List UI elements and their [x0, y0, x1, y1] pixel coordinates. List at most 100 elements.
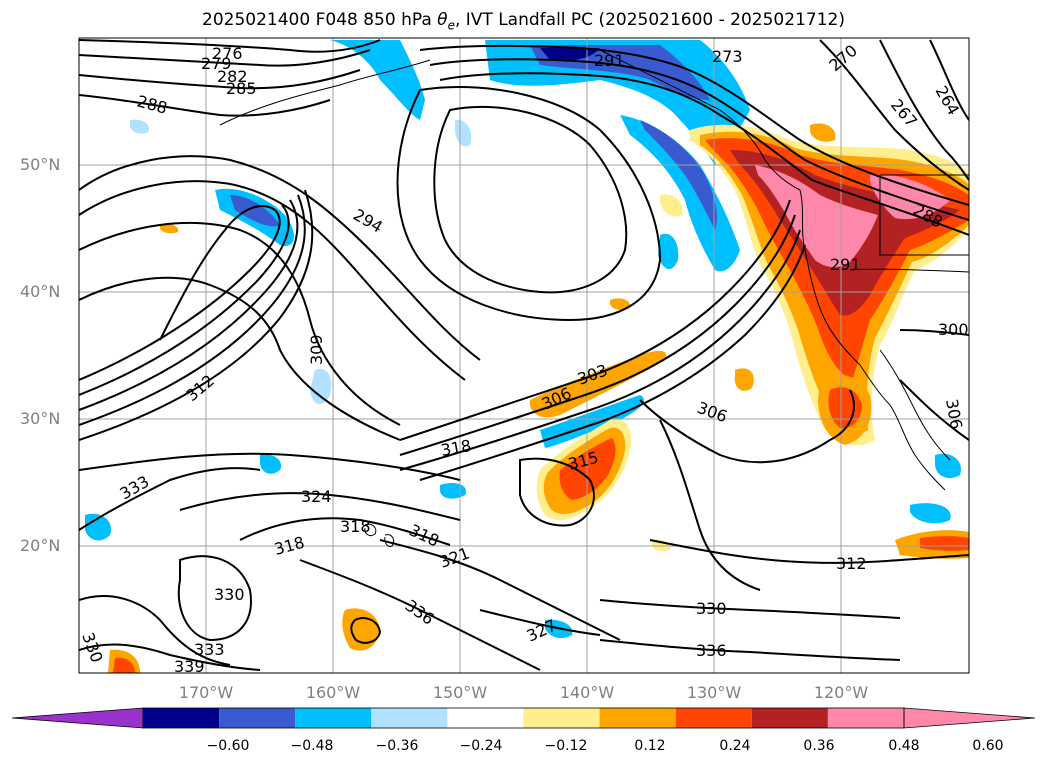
colorbar-under [11, 707, 144, 729]
contour-label-339: 339 [174, 657, 205, 676]
contour-label-309: 309 [307, 334, 326, 365]
contour-264 [929, 39, 969, 121]
lon-label-150w: 150°W [432, 683, 488, 702]
pos-shading-landfall-pink [755, 165, 878, 268]
colorbar-tick-2: −0.36 [375, 738, 419, 754]
neg-shading-north [330, 40, 425, 120]
contour-306 [639, 389, 855, 464]
neg-shading-small-8 [130, 119, 149, 134]
aleutian-coast [219, 59, 431, 126]
contour-label-276: 276 [212, 44, 243, 63]
contour-hawaii [350, 617, 382, 644]
contour-327 [479, 609, 601, 636]
contour-north-3 [79, 69, 361, 90]
title-prefix: 2025021400 F048 850 hPa [202, 10, 438, 30]
neg-shading-small-1 [658, 233, 679, 270]
contour-267 [879, 39, 969, 181]
colorbar-tick-4: −0.12 [544, 738, 588, 754]
contour-label-285: 285 [226, 79, 257, 98]
contour-label-336-east: 336 [696, 641, 727, 660]
alaska-coast [599, 49, 801, 191]
colorbar-frame [142, 707, 905, 729]
contour-324 [179, 492, 461, 521]
lon-label-160w: 160°W [305, 683, 361, 702]
contour-321 [379, 539, 621, 641]
lat-label-50n: 50°N [20, 155, 61, 174]
neg-shading-nw-coast [620, 115, 740, 272]
neg-shading-small-2 [310, 368, 332, 405]
contour-288 [79, 94, 331, 117]
contour-294-inner [433, 105, 628, 294]
contour-label-282: 282 [217, 67, 248, 86]
neg-shading-gulf-core [540, 48, 600, 61]
colorbar-over [903, 707, 1036, 729]
theta-symbol: θ [437, 10, 448, 30]
colorbar-tick-6: 0.24 [719, 738, 751, 754]
colorbar-tick-0: −0.60 [206, 738, 250, 754]
contour-label-324: 324 [301, 487, 332, 506]
pos-shading-jet [529, 350, 667, 418]
contour-label-273: 273 [712, 47, 743, 66]
contour-336 [299, 559, 541, 671]
pos-shading-east-band-red [920, 536, 969, 551]
contour-south-1 [79, 595, 231, 666]
contour-label-330: 330 [214, 585, 245, 604]
contour-312-east [649, 539, 969, 564]
contour-306-east [899, 379, 969, 441]
contour-label-291: 291 [594, 51, 625, 70]
contour-label-333-south: 333 [194, 640, 225, 659]
theta-e-contours [79, 39, 969, 671]
contour-river-1 [399, 199, 791, 441]
contour-300 [899, 329, 969, 336]
coastlines [219, 49, 969, 547]
colorbar-bin-6 [599, 708, 676, 728]
us-border [849, 268, 969, 273]
contour-312 [79, 276, 401, 441]
region-box [879, 174, 969, 256]
colorbar-tick-8: 0.48 [888, 738, 920, 754]
contour-336-east [599, 639, 901, 661]
contour-318-south [239, 517, 451, 546]
pacific-nw-coast [799, 189, 861, 366]
contour-label-291-coast: 291 [830, 255, 861, 274]
colorbar [11, 707, 1036, 729]
chart-title: 2025021400 F048 850 hPa θe, IVT Landfall… [0, 10, 1047, 32]
contour-north-2 [79, 49, 371, 67]
contour-315 [519, 457, 595, 527]
contour-label-312-east: 312 [836, 554, 867, 573]
neg-shading-small-5 [440, 483, 466, 499]
contour-294-loop [396, 85, 662, 322]
contour-gulf-2 [429, 58, 969, 221]
lon-label-130w: 130°W [686, 683, 742, 702]
title-suffix: , IVT Landfall PC (2025021600 - 20250217… [454, 10, 845, 30]
neg-shading-small-6 [935, 453, 961, 479]
neg-shading-small-7 [910, 503, 951, 524]
lon-label-140w: 140°W [559, 683, 615, 702]
contour-label-330-east: 330 [696, 599, 727, 618]
colorbar-bin-0 [143, 708, 220, 728]
lon-label-170w: 170°W [178, 683, 234, 702]
contour-river-3 [399, 229, 801, 471]
pos-shading-sw-red [113, 657, 135, 673]
contour-318 [79, 452, 461, 481]
lat-label-40n: 40°N [20, 282, 61, 301]
colorbar-tick-7: 0.36 [803, 738, 835, 754]
contour-gulf-1 [419, 44, 969, 206]
neg-shading-nw-coast-dark [640, 120, 717, 230]
neg-shading-west-dark [230, 195, 280, 227]
colorbar-tick-3: −0.24 [459, 738, 503, 754]
contour-river-4 [419, 244, 806, 481]
contour-jet-5 [79, 189, 314, 441]
plot-frame [78, 37, 970, 674]
colorbar-bin-7 [675, 708, 752, 728]
contour-333 [79, 467, 261, 531]
neg-shading-jet [540, 395, 644, 448]
theta-subscript: e [447, 18, 455, 33]
contour-gulf-3 [439, 72, 969, 236]
colorbar-bin-5 [523, 708, 600, 728]
lon-label-120w: 120°W [813, 683, 869, 702]
contour-jet-2 [79, 204, 290, 396]
contour-270 [819, 39, 969, 191]
pos-shading-small-a [160, 223, 179, 234]
